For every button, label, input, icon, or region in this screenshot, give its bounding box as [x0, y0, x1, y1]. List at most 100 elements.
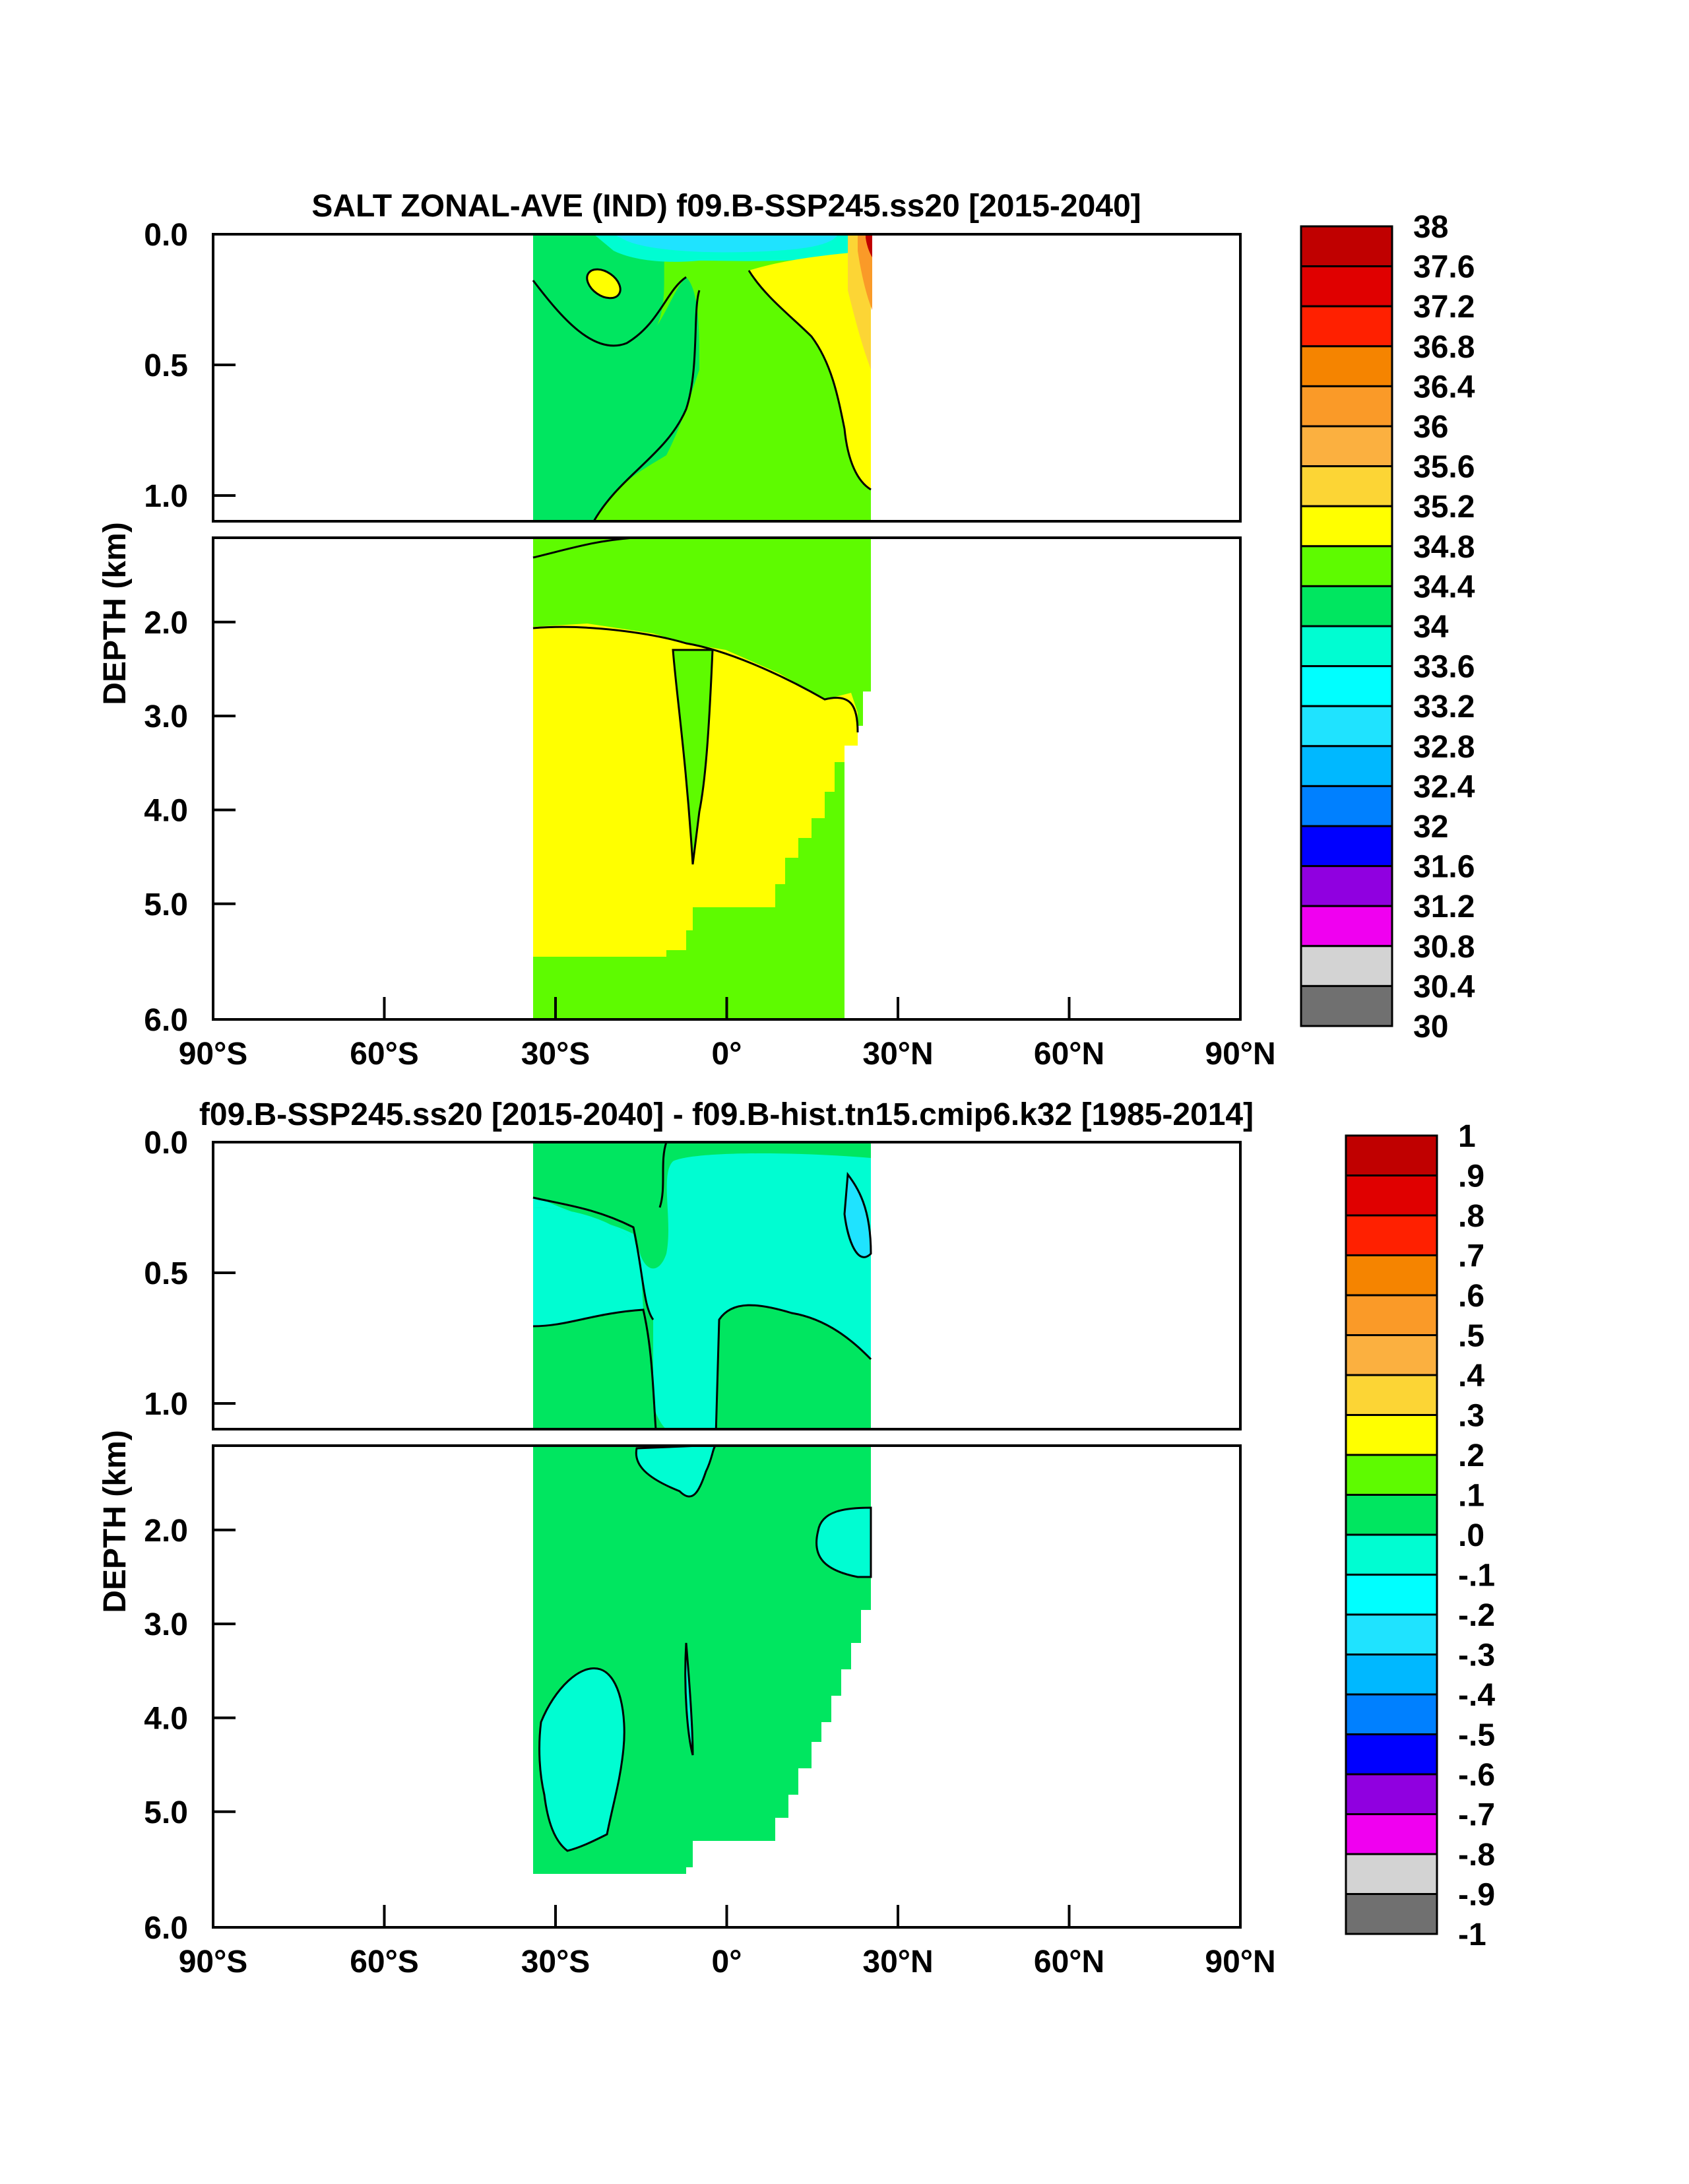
- colorbar-label: .3: [1458, 1399, 1484, 1434]
- colorbar-swatch: [1300, 545, 1393, 587]
- colorbar-label: 30.8: [1413, 930, 1475, 965]
- y-tick-label: 4.0: [144, 1701, 188, 1736]
- colorbar-swatch: [1345, 1533, 1438, 1576]
- colorbar-label: -.1: [1458, 1558, 1495, 1593]
- colorbar-swatch: [1345, 1654, 1438, 1696]
- colorbar-label: -.7: [1458, 1798, 1495, 1833]
- top-region-deep-tongue: [672, 649, 714, 865]
- colorbar-swatch: [1300, 945, 1393, 987]
- colorbar-swatch: [1300, 425, 1393, 468]
- x-tick-label: 90°S: [179, 1037, 248, 1072]
- bottom-region-east-deep: [815, 1506, 872, 1578]
- colorbar-label: 36.8: [1413, 330, 1475, 365]
- x-tick-label: 60°S: [350, 1944, 419, 1979]
- x-tick-label: 0°: [712, 1944, 742, 1979]
- x-tick-label: 30°N: [862, 1037, 933, 1072]
- panel-top-title: SALT ZONAL-AVE (IND) f09.B-SSP245.ss20 […: [311, 189, 1141, 224]
- colorbar-label: -.6: [1458, 1758, 1495, 1793]
- y-tick-label: 0.0: [144, 218, 188, 253]
- top-region-southwest-green: [533, 277, 699, 521]
- colorbar-swatch: [1300, 305, 1393, 348]
- x-tick-label: 0°: [712, 1037, 742, 1072]
- colorbar-label: .5: [1458, 1319, 1484, 1354]
- colorbar-swatch: [1345, 1773, 1438, 1815]
- colorbar-swatch: [1300, 984, 1393, 1027]
- colorbar-swatch: [1300, 265, 1393, 307]
- x-tick-label: 90°N: [1205, 1944, 1275, 1979]
- panel-bottom-y-axis-label: DEPTH (km): [98, 1430, 133, 1613]
- colorbar-swatch: [1345, 1254, 1438, 1297]
- x-tick-label: 60°N: [1034, 1037, 1104, 1072]
- panel-bottom: f09.B-SSP245.ss20 [2015-2040] - f09.B-hi…: [98, 1097, 1495, 1979]
- colorbar-swatch: [1345, 1893, 1438, 1935]
- colorbar-swatch: [1345, 1613, 1438, 1655]
- colorbar-swatch: [1300, 585, 1393, 627]
- colorbar-label: -.9: [1458, 1878, 1495, 1913]
- bottom-region-deep-sliver: [684, 1642, 694, 1756]
- colorbar-label: -.3: [1458, 1638, 1495, 1673]
- colorbar-swatch: [1345, 1454, 1438, 1496]
- colorbar-swatch: [1300, 705, 1393, 748]
- panel-bottom-colorbar: 1 .9 .8 .7 .6 .5 .4 .3 .2 .1 .0 -.1 -.2 -.3 -.4 -.5 -.6 -…: [1345, 1119, 1495, 1952]
- y-tick-label: 6.0: [144, 1911, 188, 1946]
- colorbar-label: 37.2: [1413, 290, 1475, 325]
- x-tick-label: 30°S: [521, 1944, 590, 1979]
- colorbar-label: -.4: [1458, 1678, 1495, 1713]
- colorbar-swatch: [1345, 1334, 1438, 1376]
- y-tick-label: 4.0: [144, 793, 188, 828]
- colorbar-label: .9: [1458, 1159, 1484, 1194]
- colorbar-label: .4: [1458, 1359, 1484, 1394]
- colorbar-swatch: [1300, 345, 1393, 387]
- bottom-region-east-cyan: [843, 1171, 872, 1258]
- colorbar-label: 36: [1413, 410, 1448, 445]
- colorbar-swatch: [1345, 1574, 1438, 1616]
- colorbar-swatch: [1345, 1733, 1438, 1776]
- top-region-east-red: [866, 234, 872, 257]
- y-tick-label: 0.0: [144, 1126, 188, 1161]
- y-tick-label: 3.0: [144, 699, 188, 734]
- colorbar-swatch: [1300, 625, 1393, 668]
- colorbar-label: 35.2: [1413, 490, 1475, 525]
- colorbar-label: 36.4: [1413, 369, 1475, 404]
- panel-top-y-axis-label: DEPTH (km): [98, 522, 133, 705]
- panel-bottom-title: f09.B-SSP245.ss20 [2015-2040] - f09.B-hi…: [199, 1097, 1254, 1132]
- colorbar-swatch: [1300, 225, 1393, 268]
- colorbar-swatch: [1300, 785, 1393, 827]
- colorbar-swatch: [1300, 825, 1393, 868]
- colorbar-swatch: [1345, 1494, 1438, 1536]
- colorbar-swatch: [1345, 1853, 1438, 1895]
- bottom-region-upper-negative-west: [533, 1207, 643, 1326]
- x-tick-label: 30°S: [521, 1037, 590, 1072]
- colorbar-label: 30: [1413, 1010, 1448, 1044]
- colorbar-label: 38: [1413, 210, 1448, 245]
- colorbar-label: 37.6: [1413, 250, 1475, 285]
- colorbar-swatch: [1345, 1294, 1438, 1336]
- colorbar-swatch: [1300, 905, 1393, 947]
- y-tick-label: 1.0: [144, 479, 188, 514]
- colorbar-label: 33.2: [1413, 690, 1475, 724]
- panel-top: SALT ZONAL-AVE (IND) f09.B-SSP245.ss20 […: [98, 189, 1475, 1072]
- colorbar-label: 32: [1413, 810, 1448, 845]
- colorbar-label: 1: [1458, 1119, 1476, 1154]
- colorbar-swatch: [1345, 1813, 1438, 1855]
- y-tick-label: 2.0: [144, 1514, 188, 1549]
- colorbar-label: -.2: [1458, 1598, 1495, 1633]
- colorbar-label: 34.8: [1413, 530, 1475, 565]
- y-tick-label: 0.5: [144, 348, 188, 383]
- x-tick-label: 60°S: [350, 1037, 419, 1072]
- colorbar-label: 30.4: [1413, 969, 1475, 1004]
- panel-bottom-contours: [532, 1142, 872, 1439]
- y-tick-label: 0.5: [144, 1256, 188, 1291]
- panel-top-y-ticks: 0.0 0.5 1.0 2.0 3.0 4.0 5.0 6.0: [144, 218, 236, 1038]
- x-tick-label: 60°N: [1034, 1944, 1104, 1979]
- colorbar-swatch: [1345, 1414, 1438, 1456]
- colorbar-label: .8: [1458, 1199, 1484, 1234]
- colorbar-label: 32.4: [1413, 769, 1475, 804]
- panel-top-colorbar: 38 37.6 37.2 36.8 36.4 36 35.6 35.2 34.8 34.4 34 33…: [1300, 210, 1475, 1044]
- colorbar-label: 33.6: [1413, 650, 1475, 685]
- colorbar-swatch: [1345, 1214, 1438, 1256]
- colorbar-swatch: [1345, 1693, 1438, 1735]
- colorbar-label: -.5: [1458, 1718, 1495, 1753]
- panel-top-contour-field: [533, 234, 872, 1019]
